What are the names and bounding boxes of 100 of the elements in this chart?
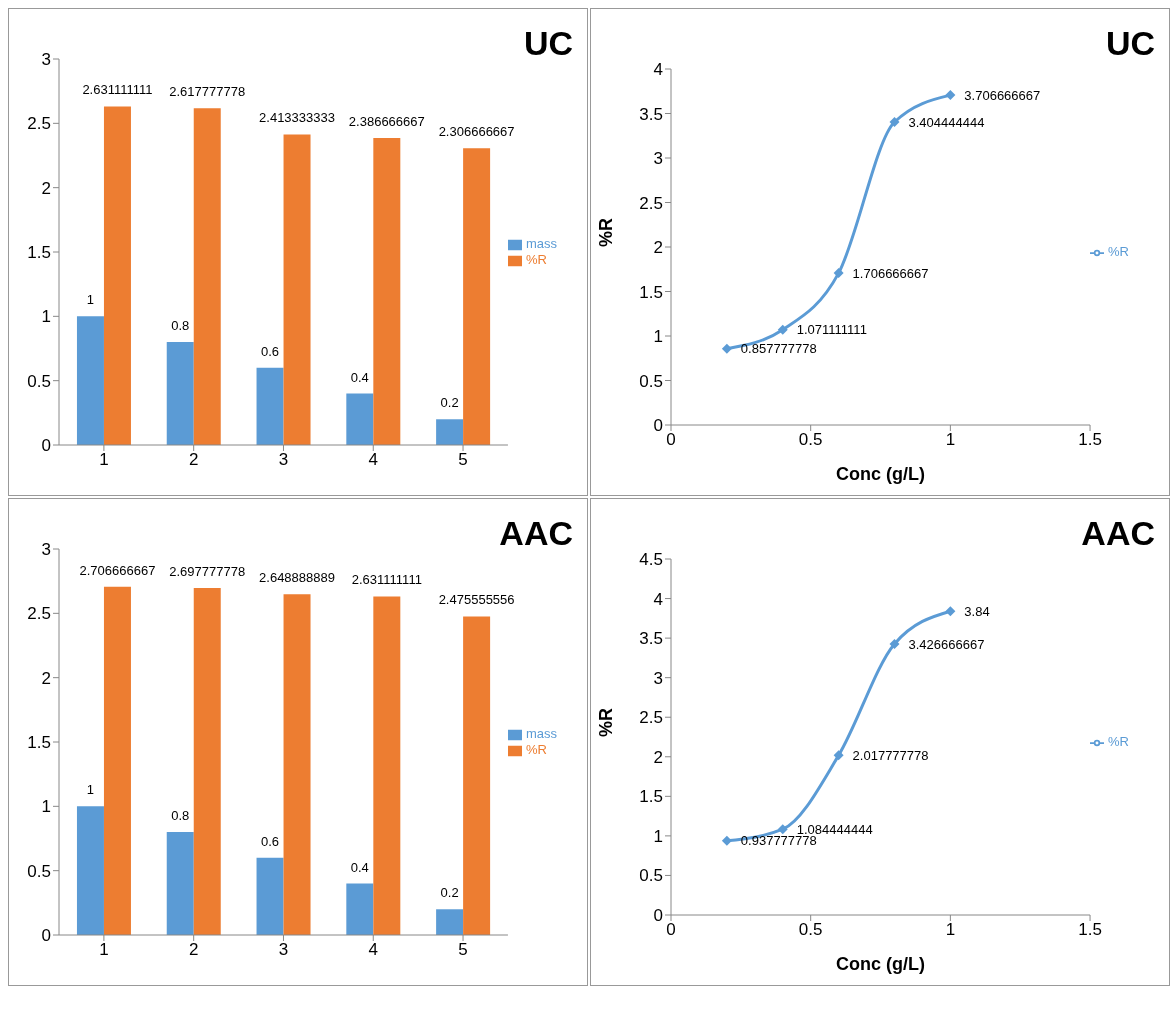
- data-label: 0.4: [350, 859, 369, 875]
- x-axis-title: Conc (g/L): [836, 464, 926, 484]
- y-tick-label: 3: [41, 540, 51, 560]
- legend-label: %R: [1108, 734, 1129, 750]
- data-label: 2.475555556: [438, 592, 515, 608]
- point: [833, 268, 844, 279]
- bar: [373, 596, 401, 935]
- y-tick-label: 0.5: [27, 371, 51, 391]
- chart-title: UC: [1105, 24, 1155, 62]
- x-tick-label: 0: [666, 430, 676, 450]
- x-axis-title: Conc (g/L): [836, 954, 926, 974]
- y-tick-label: 0: [653, 906, 663, 926]
- bar: [166, 832, 194, 935]
- data-label: 3.84: [964, 603, 990, 619]
- point: [833, 750, 844, 761]
- y-tick-label: 3: [653, 149, 663, 169]
- data-label: 0.857777778: [740, 341, 817, 357]
- y-axis-title: %R: [596, 217, 617, 247]
- y-tick-label: 1: [41, 797, 51, 817]
- y-tick-label: 4: [653, 589, 663, 609]
- y-tick-label: 2: [41, 178, 51, 198]
- chart-title: AAC: [1081, 514, 1155, 552]
- y-tick-label: 2: [653, 238, 663, 258]
- bar: [256, 367, 284, 445]
- y-tick-label: 3: [653, 668, 663, 688]
- data-label: 0.4: [350, 369, 369, 385]
- point: [889, 638, 900, 649]
- bar: [436, 909, 464, 935]
- data-label: 0.6: [260, 833, 280, 849]
- bar: [346, 883, 374, 935]
- data-label: 2.386666667: [348, 113, 425, 129]
- data-label: 2.306666667: [438, 124, 515, 140]
- point: [777, 324, 788, 335]
- y-tick-label: 1: [41, 307, 51, 327]
- data-label: 3.404444444: [908, 114, 985, 130]
- bar: [346, 393, 374, 445]
- y-tick-label: 0.5: [27, 861, 51, 881]
- data-label: 2.706666667: [79, 562, 156, 578]
- y-tick-label: 2.5: [639, 193, 663, 213]
- y-tick-label: 1.5: [27, 243, 51, 263]
- bar: [166, 342, 194, 445]
- legend-label: mass: [525, 236, 557, 252]
- point: [777, 824, 788, 835]
- y-tick-label: 1.5: [27, 733, 51, 753]
- data-label: 1: [86, 782, 95, 798]
- bar: [193, 587, 221, 935]
- x-tick-label: 5: [458, 450, 468, 470]
- bar: [193, 108, 221, 445]
- x-tick-label: 1: [99, 450, 109, 470]
- y-tick-label: 3: [41, 50, 51, 70]
- data-label: 0.8: [171, 318, 190, 334]
- bar: [463, 148, 491, 445]
- bar: [373, 137, 401, 445]
- x-tick-label: 0.5: [798, 430, 823, 450]
- bar: [283, 134, 311, 445]
- data-label: 3.706666667: [964, 87, 1041, 103]
- point: [945, 606, 956, 617]
- data-label: 0.8: [171, 808, 190, 824]
- y-tick-label: 0.5: [639, 371, 663, 391]
- x-tick-label: 1: [945, 920, 956, 940]
- point: [889, 117, 900, 127]
- x-tick-label: 2: [188, 940, 199, 960]
- data-label: 2.017777778: [852, 747, 929, 763]
- point: [945, 90, 956, 101]
- y-tick-label: 2.5: [27, 114, 51, 134]
- data-label: 2.631111111: [351, 572, 422, 588]
- bar: [256, 857, 284, 935]
- chart-title: UC: [523, 24, 573, 62]
- y-tick-label: 4.5: [639, 550, 663, 570]
- x-tick-label: 0: [666, 920, 676, 940]
- bar: [76, 806, 104, 935]
- bar: [283, 594, 311, 935]
- x-tick-label: 5: [458, 940, 468, 960]
- y-tick-label: 1: [653, 327, 663, 347]
- x-tick-label: 1.5: [1078, 430, 1102, 450]
- data-label: 2.413333333: [259, 110, 335, 126]
- y-tick-label: 3.5: [639, 629, 663, 649]
- data-label: 1.071111111: [796, 322, 867, 338]
- x-tick-label: 2: [188, 450, 199, 470]
- x-tick-label: 4: [368, 940, 378, 960]
- y-tick-label: 2.5: [639, 708, 663, 728]
- x-tick-label: 1: [99, 940, 109, 960]
- bar: [436, 419, 464, 445]
- data-label: 0.6: [260, 343, 280, 359]
- y-tick-label: 0.5: [639, 866, 663, 886]
- data-label: 2.631111111: [82, 82, 153, 98]
- x-tick-label: 1.5: [1078, 920, 1102, 940]
- data-label: 0.2: [440, 395, 459, 411]
- x-tick-label: 3: [278, 940, 289, 960]
- bar: [463, 616, 491, 935]
- x-tick-label: 1: [945, 430, 956, 450]
- data-label: 0.2: [440, 885, 459, 901]
- data-label: 3.426666667: [908, 636, 985, 652]
- chart-title: AAC: [499, 514, 573, 552]
- y-tick-label: 2.5: [27, 604, 51, 624]
- data-label: 1: [86, 292, 95, 308]
- data-label: 1.706666667: [852, 265, 929, 281]
- data-label: 2.648888889: [259, 570, 335, 586]
- y-tick-label: 1.5: [639, 282, 663, 302]
- bar: [76, 316, 104, 445]
